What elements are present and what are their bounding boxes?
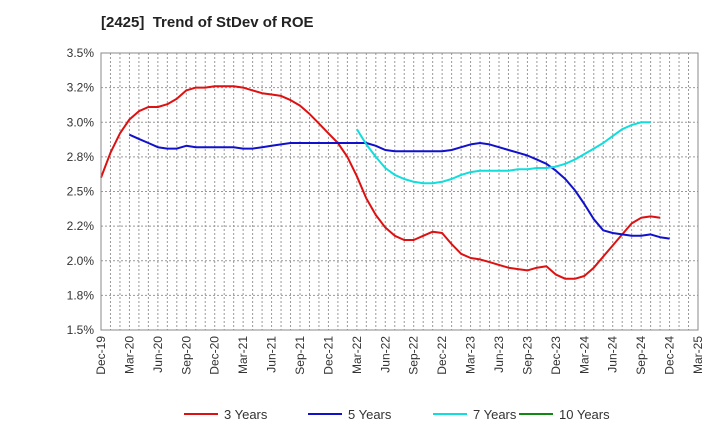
x-tick-label: Dec-22 [435,336,449,375]
x-tick-label: Jun-24 [606,336,620,373]
y-axis-ticks: 1.5% 1.8% 2.0% 2.2% 2.5% 2.8% 3.0% 3.2% 3.5% [67,46,95,337]
y-tick-label: 3.2% [67,81,95,95]
x-tick-label: Sep-23 [520,336,534,375]
y-tick-label: 1.8% [67,288,95,302]
x-tick-label: Mar-25 [691,336,705,374]
x-tick-label: Sep-21 [293,336,307,375]
y-tick-label: 1.5% [67,323,95,337]
series-line-2 [128,133,670,240]
x-tick-label: Dec-21 [321,336,335,375]
legend-label-1: 3 Years [224,407,268,422]
legend-label-2: 5 Years [348,407,392,422]
x-tick-label: Dec-20 [208,336,222,375]
series-layer [100,85,670,280]
x-tick-label: Jun-20 [151,336,165,373]
x-tick-label: Jun-21 [265,336,279,373]
x-tick-label: Sep-20 [179,336,193,375]
x-tick-label: Mar-24 [577,336,591,374]
x-tick-label: Mar-22 [350,336,364,374]
x-tick-label: Mar-23 [464,336,478,374]
y-tick-label: 2.0% [67,254,95,268]
x-tick-label: Mar-20 [122,336,136,374]
x-tick-label: Sep-22 [407,336,421,375]
y-tick-label: 2.2% [67,219,95,233]
y-tick-label: 3.0% [67,115,95,129]
chart-title: [2425] Trend of StDev of ROE [101,14,314,31]
x-tick-label: Dec-23 [549,336,563,375]
legend-label-3: 7 Years [473,407,517,422]
y-tick-label: 2.5% [67,185,95,199]
y-tick-label: 3.5% [67,46,95,60]
y-tick-label: 2.8% [67,150,95,164]
x-tick-label: Sep-24 [634,336,648,375]
x-tick-label: Jun-23 [492,336,506,373]
x-tick-label: Jun-22 [378,336,392,373]
legend-label-4: 10 Years [559,407,610,422]
series-line-1 [100,85,661,280]
x-tick-label: Dec-24 [663,336,677,375]
x-tick-label: Mar-21 [236,336,250,374]
legend: 3 Years 5 Years 7 Years 10 Years [184,407,610,422]
x-tick-label: Dec-19 [94,336,108,375]
plot-frame [100,52,699,331]
x-axis-ticks: Dec-19 Mar-20 Jun-20 Sep-20 Dec-20 Mar-21 Jun-… [94,336,705,375]
series-line-3 [356,121,651,185]
